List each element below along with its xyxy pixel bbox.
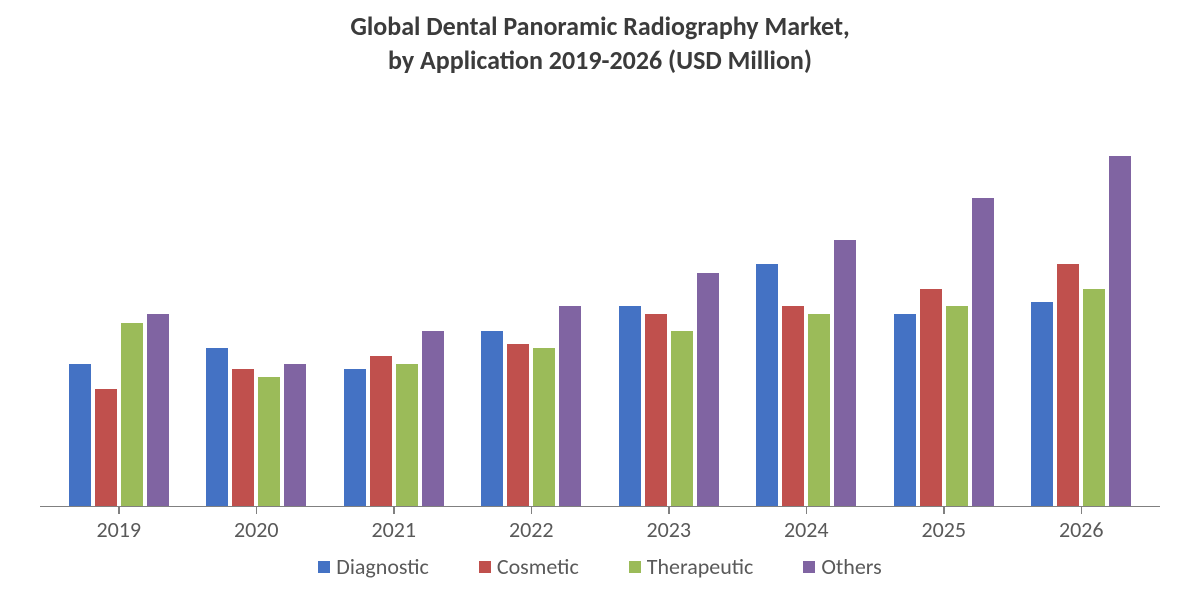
legend-label: Cosmetic [497,553,579,580]
bar [1057,264,1079,506]
bar-group [894,90,994,506]
legend-swatch [479,561,491,573]
title-line-2: by Application 2019-2026 (USD Million) [40,44,1160,78]
title-line-1: Global Dental Panoramic Radiography Mark… [40,10,1160,44]
legend-item: Cosmetic [479,553,579,580]
x-tick: 2021 [334,511,454,543]
tick-label: 2026 [1059,516,1104,543]
bar [972,198,994,506]
chart-title: Global Dental Panoramic Radiography Mark… [40,10,1160,78]
tick-label: 2025 [921,516,966,543]
tick-label: 2023 [646,516,691,543]
legend-item: Therapeutic [629,553,754,580]
bar [808,314,830,506]
bar [645,314,667,506]
x-tick: 2026 [1021,511,1141,543]
x-tick: 2023 [609,511,729,543]
bar [95,389,117,506]
legend-label: Others [821,553,881,580]
x-tick: 2020 [196,511,316,543]
x-tick: 2025 [884,511,1004,543]
legend: Diagnostic Cosmetic Therapeutic Others [40,553,1160,580]
bar [370,356,392,506]
chart-area: 2019 2020 2021 2022 2023 2024 2025 2026 Diagnos… [40,90,1160,580]
bar [1109,156,1131,506]
bar-group [756,90,856,506]
tick-mark [256,507,258,514]
bar [147,314,169,506]
plot-region [40,90,1160,507]
bar [396,364,418,506]
bar [481,331,503,506]
bar [533,348,555,506]
tick-mark [1081,507,1083,514]
bar [697,273,719,506]
bar [756,264,778,506]
bar [344,369,366,506]
x-axis: 2019 2020 2021 2022 2023 2024 2025 2026 [40,511,1160,543]
tick-label: 2020 [234,516,279,543]
bar [507,344,529,506]
bar [258,377,280,506]
tick-mark [118,507,120,514]
bar [920,289,942,506]
bar [619,306,641,506]
tick-mark [806,507,808,514]
bar [946,306,968,506]
tick-label: 2021 [371,516,416,543]
bar [121,323,143,506]
bar [206,348,228,506]
bar [671,331,693,506]
bar [1083,289,1105,506]
bar-group [344,90,444,506]
bar [232,369,254,506]
bar [782,306,804,506]
tick-label: 2019 [96,516,141,543]
x-tick: 2022 [471,511,591,543]
bar [69,364,91,506]
tick-mark [668,507,670,514]
bar-group [69,90,169,506]
tick-mark [531,507,533,514]
bar [834,240,856,507]
bar-group [619,90,719,506]
tick-label: 2024 [784,516,829,543]
bar [559,306,581,506]
bar [422,331,444,506]
legend-label: Therapeutic [647,553,754,580]
legend-swatch [803,561,815,573]
tick-mark [943,507,945,514]
bar [894,314,916,506]
legend-item: Diagnostic [318,553,429,580]
legend-swatch [318,561,330,573]
x-tick: 2024 [746,511,866,543]
bar [284,364,306,506]
bar-group [481,90,581,506]
tick-label: 2022 [509,516,554,543]
legend-item: Others [803,553,881,580]
tick-mark [393,507,395,514]
bar-group [1031,90,1131,506]
legend-label: Diagnostic [336,553,429,580]
bar [1031,302,1053,506]
x-tick: 2019 [59,511,179,543]
bar-group [206,90,306,506]
legend-swatch [629,561,641,573]
